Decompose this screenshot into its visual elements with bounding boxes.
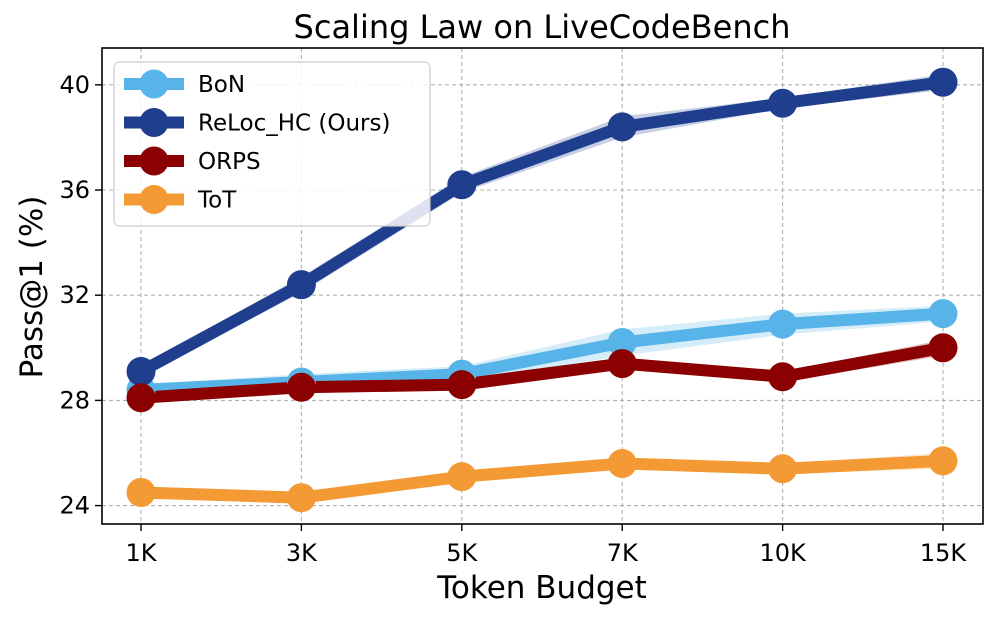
point-bon <box>768 309 798 339</box>
point-tot <box>126 477 156 507</box>
y-tick-label: 24 <box>59 492 90 520</box>
point-reloc-hc-ours <box>607 112 637 142</box>
line-tot <box>135 454 949 504</box>
legend-label-tot: ToT <box>197 188 237 214</box>
line-reloc-hc-ours <box>135 76 949 378</box>
legend-label-orps: ORPS <box>198 149 261 175</box>
legend-label-reloc-hc-ours: ReLoc_HC (Ours) <box>198 111 390 137</box>
x-axis-label: Token Budget <box>436 570 647 606</box>
y-tick-label: 32 <box>59 281 90 309</box>
x-tick-label: 1K <box>125 539 157 567</box>
x-tick-label: 15K <box>920 539 968 567</box>
point-orps <box>768 362 798 392</box>
point-reloc-hc-ours <box>447 170 477 200</box>
point-bon <box>607 328 637 358</box>
y-tick-label: 36 <box>59 176 90 204</box>
legend-marker-reloc-hc-ours <box>139 108 169 137</box>
legend-marker-bon <box>139 69 169 99</box>
y-axis-ticks: 24 28 32 36 40 <box>59 71 102 520</box>
x-tick-label: 3K <box>286 539 318 567</box>
point-tot <box>286 483 316 513</box>
point-reloc-hc-ours <box>768 88 798 118</box>
point-reloc-hc-ours <box>928 67 958 97</box>
point-tot <box>607 449 637 479</box>
point-bon <box>928 299 958 329</box>
x-tick-label: 5K <box>446 539 478 567</box>
legend-label-bon: BoN <box>198 72 245 98</box>
point-tot <box>768 454 798 484</box>
y-tick-label: 28 <box>59 386 90 414</box>
legend-marker-orps <box>139 146 169 176</box>
point-tot <box>447 462 477 492</box>
plot-frame <box>101 47 984 525</box>
legend-box <box>113 61 431 227</box>
line-orps <box>135 341 949 404</box>
series-lines <box>135 76 949 504</box>
point-orps <box>286 372 316 402</box>
y-axis-label: Pass@1 (%) <box>14 196 50 379</box>
point-orps <box>607 349 637 379</box>
legend-marker-tot <box>139 185 169 214</box>
x-tick-label: 7K <box>607 539 639 567</box>
point-orps <box>928 333 958 363</box>
point-reloc-hc-ours <box>286 270 316 300</box>
series-points <box>126 67 958 513</box>
legend: BoN ReLoc_HC (Ours) ORPS ToT <box>113 61 431 227</box>
point-orps <box>447 370 477 400</box>
point-reloc-hc-ours <box>126 356 156 386</box>
chart-title: Scaling Law on LiveCodeBench <box>294 8 791 46</box>
point-tot <box>928 446 958 476</box>
x-tick-label: 10K <box>759 539 807 567</box>
point-orps <box>126 383 156 413</box>
y-tick-label: 40 <box>59 71 90 99</box>
x-axis-ticks: 1K 3K 5K 7K 10K 15K <box>125 524 967 567</box>
